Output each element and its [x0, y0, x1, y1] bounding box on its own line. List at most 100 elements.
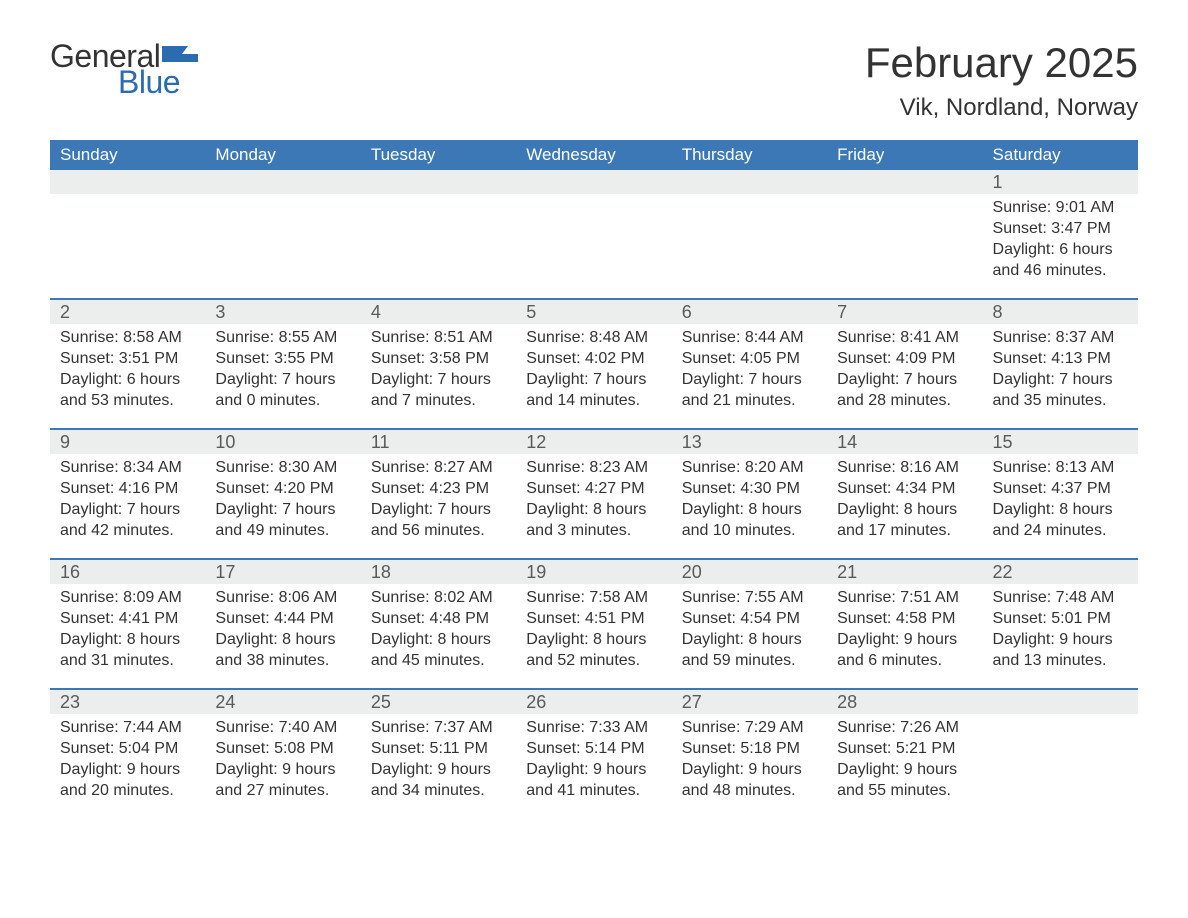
sunset-line: Sunset: 3:55 PM: [215, 349, 350, 370]
day-cell: Sunrise: 7:55 AMSunset: 4:54 PMDaylight:…: [672, 584, 827, 688]
sunrise-line: Sunrise: 8:09 AM: [60, 588, 195, 609]
sunrise-line: Sunrise: 8:02 AM: [371, 588, 506, 609]
day-number: 23: [50, 690, 205, 714]
sunrise-line: Sunrise: 7:37 AM: [371, 718, 506, 739]
day-body: Sunrise: 8:41 AMSunset: 4:09 PMDaylight:…: [827, 324, 982, 411]
dow-wednesday: Wednesday: [516, 145, 671, 165]
day-number: 18: [361, 560, 516, 584]
sunset-line: Sunset: 5:01 PM: [993, 609, 1128, 630]
day-body: Sunrise: 9:01 AMSunset: 3:47 PMDaylight:…: [983, 194, 1138, 281]
day-cell: Sunrise: 7:40 AMSunset: 5:08 PMDaylight:…: [205, 714, 360, 818]
day-number: 6: [672, 300, 827, 324]
day-number: 20: [672, 560, 827, 584]
sunset-line: Sunset: 4:41 PM: [60, 609, 195, 630]
day-number: 7: [827, 300, 982, 324]
sunset-line: Sunset: 4:13 PM: [993, 349, 1128, 370]
daynum-strip: 1: [50, 170, 1138, 194]
daylight-line-1: Daylight: 7 hours: [371, 500, 506, 521]
sunrise-line: Sunrise: 8:13 AM: [993, 458, 1128, 479]
day-body: Sunrise: 8:30 AMSunset: 4:20 PMDaylight:…: [205, 454, 360, 541]
day-cell: [672, 194, 827, 298]
day-cell: Sunrise: 7:33 AMSunset: 5:14 PMDaylight:…: [516, 714, 671, 818]
day-body: Sunrise: 8:27 AMSunset: 4:23 PMDaylight:…: [361, 454, 516, 541]
day-cell: Sunrise: 8:16 AMSunset: 4:34 PMDaylight:…: [827, 454, 982, 558]
dow-sunday: Sunday: [50, 145, 205, 165]
logo: General Blue: [50, 40, 198, 98]
day-cell: Sunrise: 7:58 AMSunset: 4:51 PMDaylight:…: [516, 584, 671, 688]
sunrise-line: Sunrise: 8:55 AM: [215, 328, 350, 349]
sunset-line: Sunset: 4:05 PM: [682, 349, 817, 370]
day-cell: Sunrise: 8:30 AMSunset: 4:20 PMDaylight:…: [205, 454, 360, 558]
header: General Blue February 2025 Vik, Nordland…: [50, 40, 1138, 122]
day-number: [516, 170, 671, 194]
day-number: 19: [516, 560, 671, 584]
sunrise-line: Sunrise: 8:37 AM: [993, 328, 1128, 349]
daynum-strip: 16171819202122: [50, 560, 1138, 584]
day-number: 17: [205, 560, 360, 584]
day-number: [827, 170, 982, 194]
day-cell: Sunrise: 7:51 AMSunset: 4:58 PMDaylight:…: [827, 584, 982, 688]
day-cell: Sunrise: 8:48 AMSunset: 4:02 PMDaylight:…: [516, 324, 671, 428]
sunrise-line: Sunrise: 7:48 AM: [993, 588, 1128, 609]
daylight-line-2: and 56 minutes.: [371, 521, 506, 542]
daylight-line-2: and 52 minutes.: [526, 651, 661, 672]
sunrise-line: Sunrise: 8:48 AM: [526, 328, 661, 349]
day-body: Sunrise: 7:48 AMSunset: 5:01 PMDaylight:…: [983, 584, 1138, 671]
day-body: Sunrise: 7:26 AMSunset: 5:21 PMDaylight:…: [827, 714, 982, 801]
sunrise-line: Sunrise: 8:58 AM: [60, 328, 195, 349]
day-number: [50, 170, 205, 194]
day-number: [672, 170, 827, 194]
daylight-line-2: and 41 minutes.: [526, 781, 661, 802]
day-number: 27: [672, 690, 827, 714]
sunset-line: Sunset: 4:02 PM: [526, 349, 661, 370]
daylight-line-1: Daylight: 8 hours: [682, 500, 817, 521]
day-cell: [827, 194, 982, 298]
day-cell: Sunrise: 8:09 AMSunset: 4:41 PMDaylight:…: [50, 584, 205, 688]
day-number: [983, 690, 1138, 714]
day-number: 22: [983, 560, 1138, 584]
daylight-line-2: and 20 minutes.: [60, 781, 195, 802]
daylight-line-2: and 10 minutes.: [682, 521, 817, 542]
daylight-line-1: Daylight: 9 hours: [682, 760, 817, 781]
days-of-week-header: SundayMondayTuesdayWednesdayThursdayFrid…: [50, 140, 1138, 170]
day-body: Sunrise: 8:48 AMSunset: 4:02 PMDaylight:…: [516, 324, 671, 411]
daylight-line-1: Daylight: 9 hours: [371, 760, 506, 781]
daylight-line-1: Daylight: 9 hours: [60, 760, 195, 781]
daylight-line-1: Daylight: 7 hours: [526, 370, 661, 391]
daylight-line-1: Daylight: 8 hours: [682, 630, 817, 651]
sunset-line: Sunset: 4:16 PM: [60, 479, 195, 500]
daylight-line-2: and 53 minutes.: [60, 391, 195, 412]
sunrise-line: Sunrise: 8:27 AM: [371, 458, 506, 479]
day-body: Sunrise: 8:23 AMSunset: 4:27 PMDaylight:…: [516, 454, 671, 541]
dow-saturday: Saturday: [983, 145, 1138, 165]
daylight-line-1: Daylight: 8 hours: [371, 630, 506, 651]
daylight-line-2: and 28 minutes.: [837, 391, 972, 412]
daylight-line-2: and 13 minutes.: [993, 651, 1128, 672]
daylight-line-1: Daylight: 9 hours: [837, 760, 972, 781]
weeks-container: 1Sunrise: 9:01 AMSunset: 3:47 PMDaylight…: [50, 170, 1138, 818]
sunrise-line: Sunrise: 8:06 AM: [215, 588, 350, 609]
sunrise-line: Sunrise: 8:30 AM: [215, 458, 350, 479]
sunrise-line: Sunrise: 9:01 AM: [993, 198, 1128, 219]
calendar-page: General Blue February 2025 Vik, Nordland…: [0, 0, 1188, 878]
daylight-line-1: Daylight: 6 hours: [60, 370, 195, 391]
day-body: Sunrise: 8:09 AMSunset: 4:41 PMDaylight:…: [50, 584, 205, 671]
sunset-line: Sunset: 5:08 PM: [215, 739, 350, 760]
sunrise-line: Sunrise: 8:51 AM: [371, 328, 506, 349]
daylight-line-1: Daylight: 8 hours: [526, 500, 661, 521]
sunset-line: Sunset: 4:48 PM: [371, 609, 506, 630]
day-number: 5: [516, 300, 671, 324]
daylight-line-1: Daylight: 7 hours: [993, 370, 1128, 391]
day-number: 1: [983, 170, 1138, 194]
sunset-line: Sunset: 4:44 PM: [215, 609, 350, 630]
day-cell: Sunrise: 7:29 AMSunset: 5:18 PMDaylight:…: [672, 714, 827, 818]
daylight-line-1: Daylight: 8 hours: [60, 630, 195, 651]
day-body: Sunrise: 8:13 AMSunset: 4:37 PMDaylight:…: [983, 454, 1138, 541]
sunrise-line: Sunrise: 7:44 AM: [60, 718, 195, 739]
day-cell: Sunrise: 8:37 AMSunset: 4:13 PMDaylight:…: [983, 324, 1138, 428]
day-cell: Sunrise: 9:01 AMSunset: 3:47 PMDaylight:…: [983, 194, 1138, 298]
day-body: Sunrise: 8:44 AMSunset: 4:05 PMDaylight:…: [672, 324, 827, 411]
daylight-line-1: Daylight: 8 hours: [993, 500, 1128, 521]
sunset-line: Sunset: 4:27 PM: [526, 479, 661, 500]
daylight-line-2: and 34 minutes.: [371, 781, 506, 802]
